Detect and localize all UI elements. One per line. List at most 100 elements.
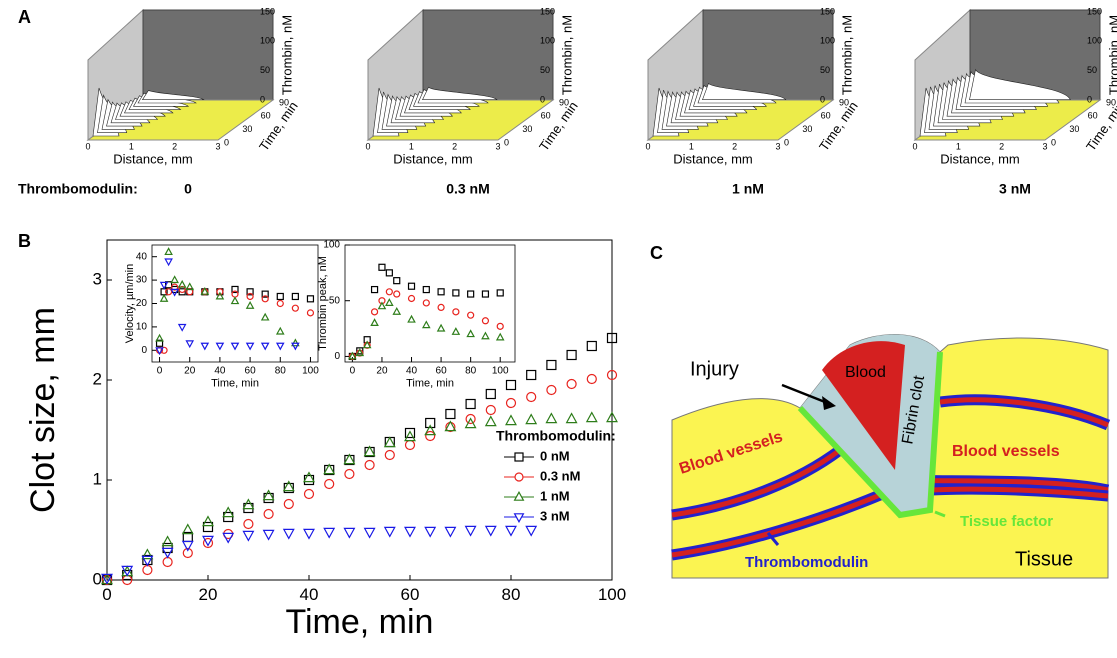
x-tick-label: 2: [452, 141, 457, 151]
marker: [464, 417, 477, 429]
z-tick-label: 0: [820, 94, 825, 104]
marker: [202, 515, 214, 527]
marker: [177, 323, 187, 332]
marker: [230, 296, 240, 305]
y-tick-label: 60: [1088, 111, 1098, 121]
marker: [202, 521, 214, 533]
marker: [481, 331, 490, 340]
marker: [385, 298, 394, 306]
x-axis-label: Time, min: [286, 603, 434, 641]
x-tick-label: 3: [215, 141, 220, 151]
marker: [566, 378, 577, 390]
marker: [245, 342, 255, 351]
marker: [424, 424, 437, 436]
marker: [323, 463, 336, 475]
marker: [291, 292, 299, 301]
marker: [348, 351, 357, 360]
x-tick-label: 20: [376, 366, 388, 377]
marker: [606, 332, 618, 344]
marker: [377, 301, 387, 310]
x-axis-label: Distance, mm: [393, 151, 472, 166]
z-axis-label: Thrombin, nM: [1106, 15, 1117, 95]
marker: [101, 573, 113, 585]
z-tick-label: 50: [820, 65, 830, 75]
marker: [245, 300, 255, 309]
marker: [425, 430, 436, 442]
label: Tissue: [1015, 548, 1073, 570]
marker: [421, 320, 431, 329]
marker: [407, 294, 416, 303]
z-axis-label: Thrombin, nM: [279, 15, 294, 95]
arrow: [934, 510, 946, 518]
marker: [385, 288, 393, 296]
marker: [514, 452, 524, 462]
y-tick-label: 90: [1106, 97, 1116, 107]
marker: [370, 308, 379, 316]
y-axis-label: Velocity, µm/min: [124, 264, 136, 344]
label: Blood vessels: [952, 443, 1060, 460]
marker: [514, 472, 524, 482]
blood: [822, 341, 905, 470]
marker: [546, 384, 557, 396]
marker: [464, 525, 477, 537]
marker: [185, 340, 195, 349]
marker: [485, 404, 496, 416]
y-tick-label: 30: [522, 124, 532, 134]
y-tick-label: 60: [821, 111, 831, 121]
marker: [393, 277, 401, 285]
label: Tissue factor: [960, 513, 1053, 530]
y-tick-label: 0: [784, 137, 789, 147]
marker: [436, 323, 446, 332]
marker: [323, 527, 336, 539]
y-axis-label: Thrombin peak, nM: [317, 256, 329, 351]
x-tick-label: 80: [465, 366, 477, 377]
condition-label: 0.3 nM: [446, 181, 490, 197]
marker: [356, 347, 364, 355]
x-tick-label: 40: [214, 366, 226, 377]
marker: [385, 269, 393, 277]
x-tick-label: 20: [199, 585, 218, 604]
marker: [445, 408, 456, 420]
marker: [452, 308, 460, 316]
marker: [141, 548, 154, 560]
back-wall: [142, 9, 274, 101]
x-tick-label: 60: [245, 366, 257, 377]
marker: [303, 488, 315, 500]
marker: [484, 415, 497, 427]
marker: [496, 289, 504, 297]
marker: [481, 290, 490, 298]
row-label: Thrombomodulin:: [18, 181, 138, 197]
marker: [242, 530, 255, 542]
marker: [422, 285, 430, 294]
marker: [404, 439, 416, 451]
marker: [505, 414, 517, 426]
marker: [606, 369, 618, 381]
marker: [505, 379, 517, 391]
marker: [496, 322, 504, 330]
marker: [344, 468, 355, 480]
marker: [383, 526, 396, 538]
y-tick-label: 2: [93, 369, 102, 388]
marker: [451, 327, 461, 335]
z-axis-label: Thrombin, nM: [559, 15, 574, 95]
marker: [466, 329, 475, 338]
x-axis-label: Distance, mm: [113, 151, 192, 166]
marker: [485, 388, 496, 400]
x-tick-label: 20: [184, 366, 196, 377]
marker: [303, 471, 315, 483]
marker: [370, 318, 379, 326]
marker: [282, 480, 295, 492]
marker: [161, 535, 174, 547]
marker: [525, 525, 538, 537]
marker: [202, 537, 214, 549]
marker: [177, 279, 187, 288]
marker: [303, 474, 315, 486]
marker: [306, 309, 315, 317]
marker: [343, 453, 356, 465]
x-tick-label: 60: [401, 585, 420, 604]
y-tick-label: 50: [329, 295, 341, 306]
y-tick-label: 30: [1069, 124, 1079, 134]
marker: [437, 288, 445, 296]
marker: [467, 290, 475, 298]
